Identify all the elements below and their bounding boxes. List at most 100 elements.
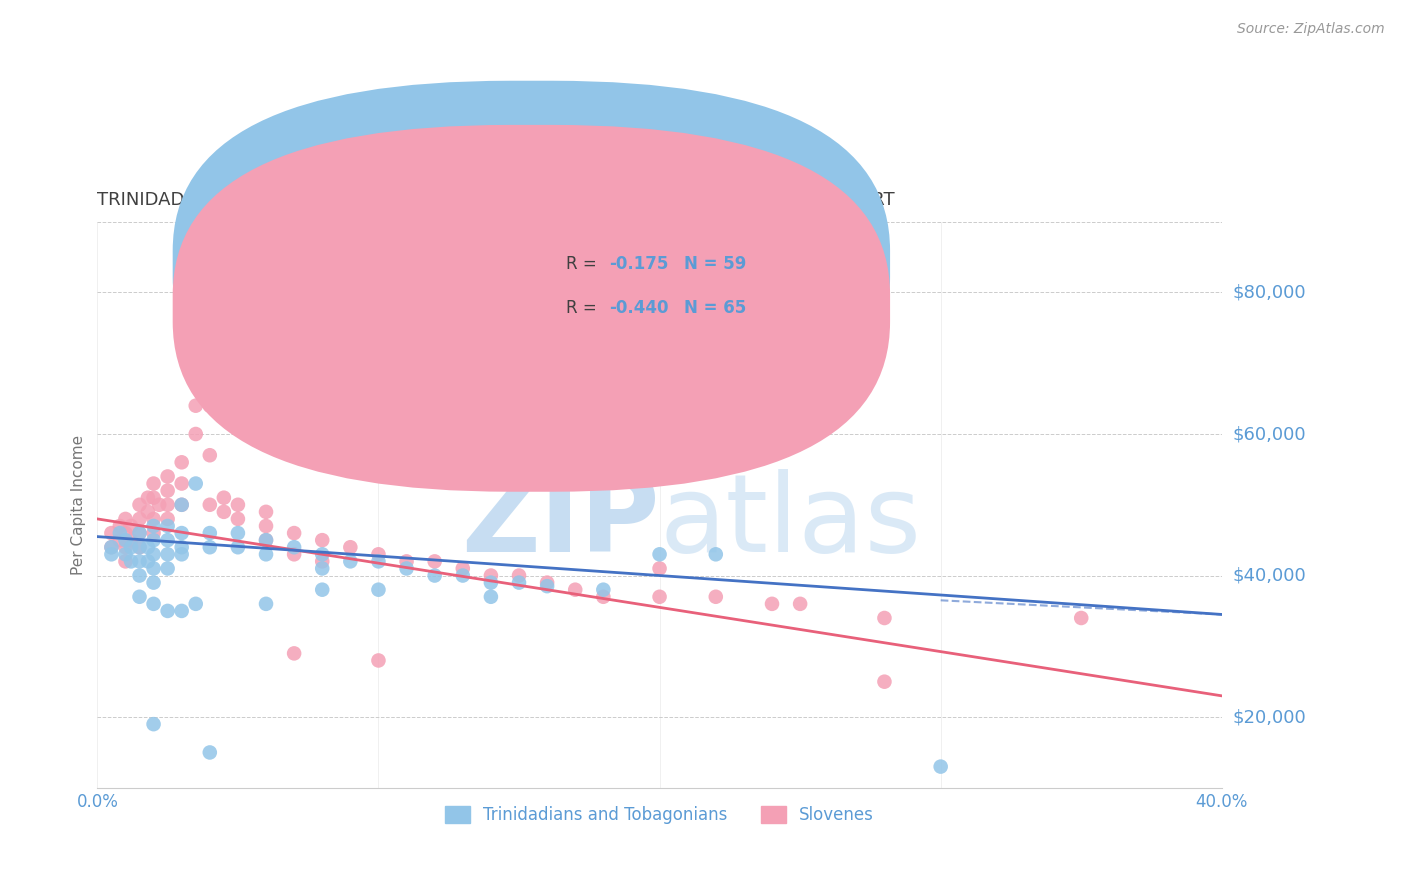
Point [120,540,142,554]
Point [128,526,150,541]
Point [254,519,277,533]
Point [142,533,165,548]
Point [120,519,142,533]
Point [873,611,896,625]
Point [536,579,558,593]
Point [142,575,165,590]
Point [156,483,179,498]
Point [142,717,165,731]
Point [367,653,389,667]
Point [156,533,179,548]
Point [311,533,333,548]
Point [648,590,671,604]
Point [136,540,159,554]
Text: Source: ZipAtlas.com: Source: ZipAtlas.com [1237,22,1385,37]
Point [136,491,159,505]
Point [254,505,277,519]
Point [142,526,165,541]
Text: R =: R = [567,300,602,318]
Point [114,533,136,548]
Legend: Trinidadians and Tobagonians, Slovenes: Trinidadians and Tobagonians, Slovenes [439,799,880,830]
Point [648,561,671,575]
Point [114,512,136,526]
Point [789,597,811,611]
Point [156,547,179,561]
Point [184,476,207,491]
Point [451,561,474,575]
Point [170,455,193,469]
Point [148,498,170,512]
Point [128,554,150,568]
Y-axis label: Per Capita Income: Per Capita Income [72,434,86,574]
Point [156,512,179,526]
Point [128,590,150,604]
Point [142,597,165,611]
Point [142,512,165,526]
Point [156,604,179,618]
Point [108,526,131,541]
Point [592,590,614,604]
Point [704,547,727,561]
Point [170,540,193,554]
Point [226,540,249,554]
Point [156,519,179,533]
Point [592,582,614,597]
Point [311,561,333,575]
Point [114,547,136,561]
Point [114,526,136,541]
Text: N = 59: N = 59 [685,255,747,273]
Text: $80,000: $80,000 [1233,284,1306,301]
Point [142,547,165,561]
Point [108,519,131,533]
Point [873,674,896,689]
Point [142,519,165,533]
Point [479,590,502,604]
Point [395,561,418,575]
Text: -0.440: -0.440 [609,300,668,318]
Point [311,547,333,561]
Point [212,491,235,505]
Point [423,568,446,582]
Point [198,399,221,413]
Point [283,646,305,660]
Point [198,448,221,462]
Text: -0.175: -0.175 [609,255,668,273]
Point [1070,611,1092,625]
Point [367,554,389,568]
Point [100,547,122,561]
Point [128,540,150,554]
Text: $40,000: $40,000 [1233,566,1306,584]
Text: $20,000: $20,000 [1233,708,1306,726]
Point [311,582,333,597]
Point [128,540,150,554]
Point [648,547,671,561]
Point [451,568,474,582]
Point [479,575,502,590]
Point [395,554,418,568]
Point [311,554,333,568]
Point [170,498,193,512]
Point [929,759,952,773]
Point [170,547,193,561]
Point [254,597,277,611]
Point [198,526,221,541]
Text: $60,000: $60,000 [1233,425,1306,443]
Point [226,526,249,541]
Point [339,540,361,554]
FancyBboxPatch shape [173,125,890,491]
Point [423,554,446,568]
Point [198,540,221,554]
Point [564,582,586,597]
Point [226,498,249,512]
Point [114,554,136,568]
Text: atlas: atlas [659,469,921,574]
Point [100,526,122,541]
Point [100,540,122,554]
Point [100,540,122,554]
Point [156,469,179,483]
Point [170,476,193,491]
Point [184,399,207,413]
Point [339,554,361,568]
Text: ZIP: ZIP [461,469,659,574]
Text: R =: R = [567,255,602,273]
